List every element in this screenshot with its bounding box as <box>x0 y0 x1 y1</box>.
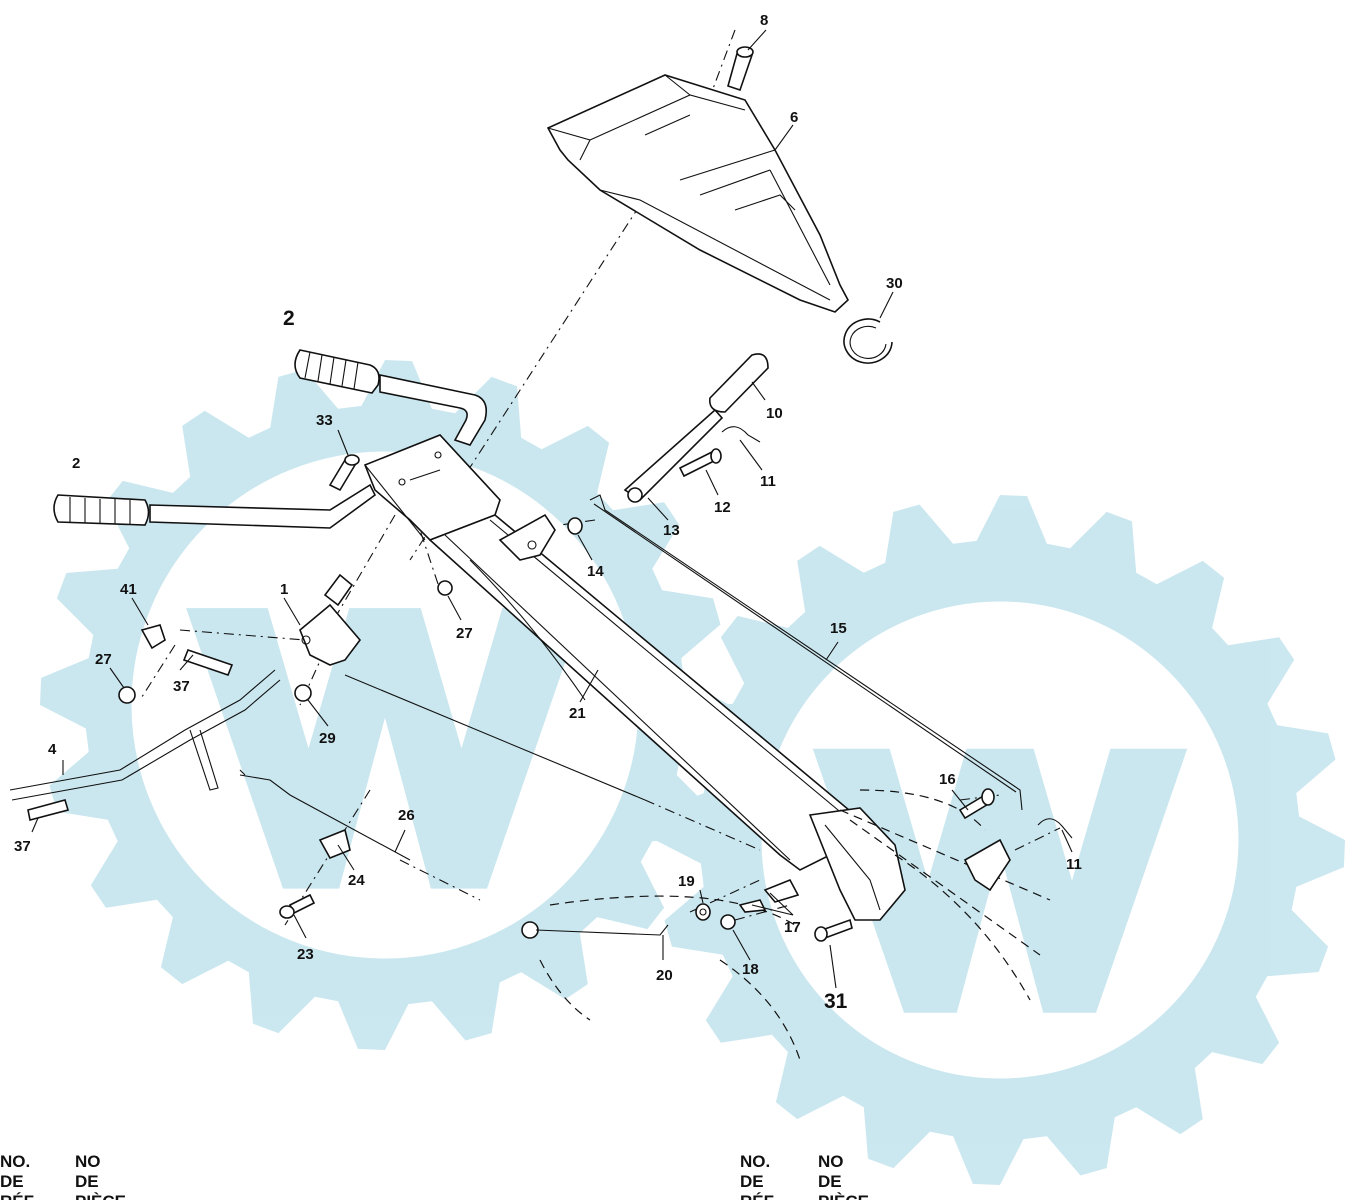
cable-clip-41 <box>140 624 166 650</box>
callout-c17: 17 <box>784 919 801 936</box>
nut-27-lower <box>118 686 136 704</box>
bolt-16 <box>958 788 995 820</box>
callout-c1: 1 <box>280 581 288 598</box>
callout-c18: 18 <box>742 961 759 978</box>
callout-c31: 31 <box>824 990 848 1013</box>
snap-ring-30 <box>843 318 893 364</box>
callout-c11b: 11 <box>1066 856 1082 873</box>
handle-grip-upper <box>294 349 380 394</box>
nut-29 <box>294 684 312 702</box>
callout-c13: 13 <box>663 522 680 539</box>
callout-c21: 21 <box>569 705 586 722</box>
callout-c37b: 37 <box>14 838 31 855</box>
callout-c11a: 11 <box>760 473 776 490</box>
callout-c33: 33 <box>316 412 333 429</box>
callout-c23: 23 <box>297 946 314 963</box>
watermark-w-shape <box>812 748 1188 1013</box>
footer-left-part-header: NO DE PIÈCE <box>75 1152 126 1200</box>
callout-c41: 41 <box>120 581 137 598</box>
shift-lever-13 <box>623 408 724 503</box>
cable-clip-24 <box>318 828 351 860</box>
belt-guard <box>808 789 1051 1001</box>
callout-c24: 24 <box>348 872 365 889</box>
callout-c30: 30 <box>886 275 903 292</box>
callout-c10: 10 <box>766 405 783 422</box>
clutch-lever-20 <box>521 895 801 1061</box>
bolt-12 <box>678 448 722 478</box>
depth-bar-4 <box>9 669 281 801</box>
washer-19 <box>695 903 711 921</box>
grip-37-upper <box>182 648 234 677</box>
control-panel-cover <box>546 74 849 313</box>
lever-grip-10 <box>708 353 769 413</box>
throttle-control-1 <box>299 573 362 666</box>
footer-right-ref-header: NO. DE RÉF. <box>740 1152 777 1200</box>
callout-c2b: 2 <box>72 455 80 472</box>
watermark-w-shape <box>186 608 584 889</box>
hairpin-11-lower <box>1037 818 1073 839</box>
throttle-cable-21 <box>344 559 646 801</box>
bolt-23 <box>279 893 316 919</box>
callout-c12: 12 <box>714 499 731 516</box>
callout-c20: 20 <box>656 967 673 984</box>
bolt-33 <box>328 454 360 492</box>
nut-27-upper <box>437 580 453 596</box>
cable-26 <box>239 774 411 861</box>
callout-c8: 8 <box>760 12 768 29</box>
callout-c15: 15 <box>830 620 847 637</box>
handle-bar-upper <box>379 374 488 446</box>
callout-c2a: 2 <box>283 307 295 330</box>
bolt-31 <box>814 918 853 942</box>
callout-labels: 8 6 30 2 2 10 33 11 12 13 14 41 1 27 27 … <box>14 12 1082 1013</box>
footer-left-ref-header: NO. DE RÉF. <box>0 1152 37 1200</box>
callout-c14: 14 <box>587 563 604 580</box>
callout-c4: 4 <box>48 741 57 758</box>
footer-right-part-header: NO DE PIÈCE <box>818 1152 869 1200</box>
callout-c37a: 37 <box>173 678 190 695</box>
nut-18 <box>720 914 736 930</box>
callout-c27a: 27 <box>95 651 112 668</box>
callout-c26: 26 <box>398 807 415 824</box>
shift-rod-15 <box>589 494 1023 811</box>
handle-bar-lower <box>149 483 377 529</box>
bolt-8 <box>727 46 754 92</box>
handle-grip-lower <box>53 494 150 526</box>
side-bracket <box>498 513 556 561</box>
callout-c27b: 27 <box>456 625 473 642</box>
callout-c29: 29 <box>319 730 336 747</box>
leader-lines <box>31 29 1073 989</box>
hairpin-11-upper <box>721 426 761 443</box>
callout-c6: 6 <box>790 109 798 126</box>
grip-37-lower <box>27 799 70 821</box>
shift-link <box>963 838 1011 892</box>
callout-c16: 16 <box>939 771 956 788</box>
callout-c19: 19 <box>678 873 695 890</box>
spacer-14 <box>567 517 583 535</box>
